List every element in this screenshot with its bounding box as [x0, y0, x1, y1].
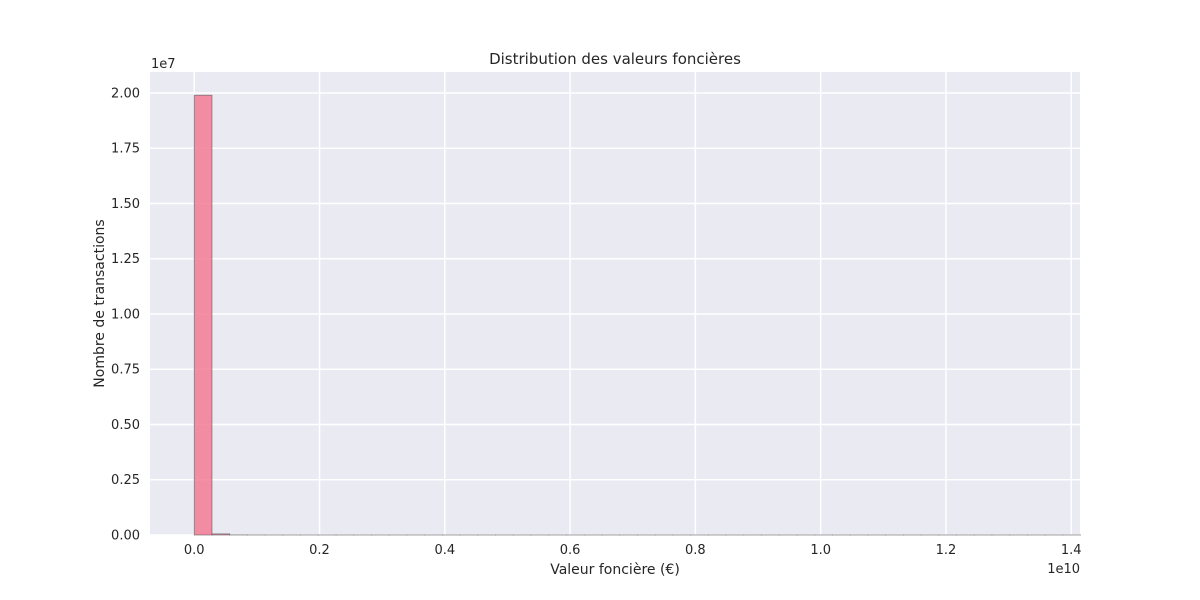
x-axis-offset-label: 1e10: [1047, 562, 1080, 577]
y-tick-label: 2.00: [111, 86, 140, 101]
y-tick-label: 0.50: [111, 418, 140, 433]
x-axis-ticks: 0.0 0.2 0.4 0.6 0.8 1.0 1.2 1.4: [184, 543, 1082, 558]
x-axis-label: Valeur foncière (€): [550, 562, 680, 578]
x-tick-label: 0.2: [309, 543, 330, 558]
y-tick-label: 0.25: [111, 473, 140, 488]
chart-title: Distribution des valeurs foncières: [489, 50, 741, 68]
x-tick-label: 1.2: [936, 543, 957, 558]
x-tick-label: 0.6: [560, 543, 581, 558]
y-axis-offset-label: 1e7: [151, 57, 176, 72]
x-tick-label: 1.4: [1061, 543, 1082, 558]
x-tick-label: 0.8: [685, 543, 706, 558]
histogram-bar: [211, 533, 231, 536]
y-axis-ticks: 0.00 0.25 0.50 0.75 1.00 1.25 1.50 1.75 2.00: [111, 86, 140, 543]
x-tick-label: 0.4: [434, 543, 455, 558]
y-tick-label: 1.75: [111, 142, 140, 157]
y-tick-label: 1.00: [111, 307, 140, 322]
y-tick-label: 1.50: [111, 197, 140, 212]
y-tick-label: 1.25: [111, 252, 140, 267]
x-tick-label: 1.0: [810, 543, 831, 558]
grid-lines: [150, 72, 1080, 536]
y-tick-label: 0.00: [111, 529, 140, 544]
y-tick-label: 0.75: [111, 363, 140, 378]
histogram-bars: [193, 94, 1082, 536]
histogram-bar: [193, 94, 213, 536]
y-axis-label: Nombre de transactions: [92, 219, 108, 387]
x-tick-label: 0.0: [184, 543, 205, 558]
plot-background: [150, 72, 1080, 535]
